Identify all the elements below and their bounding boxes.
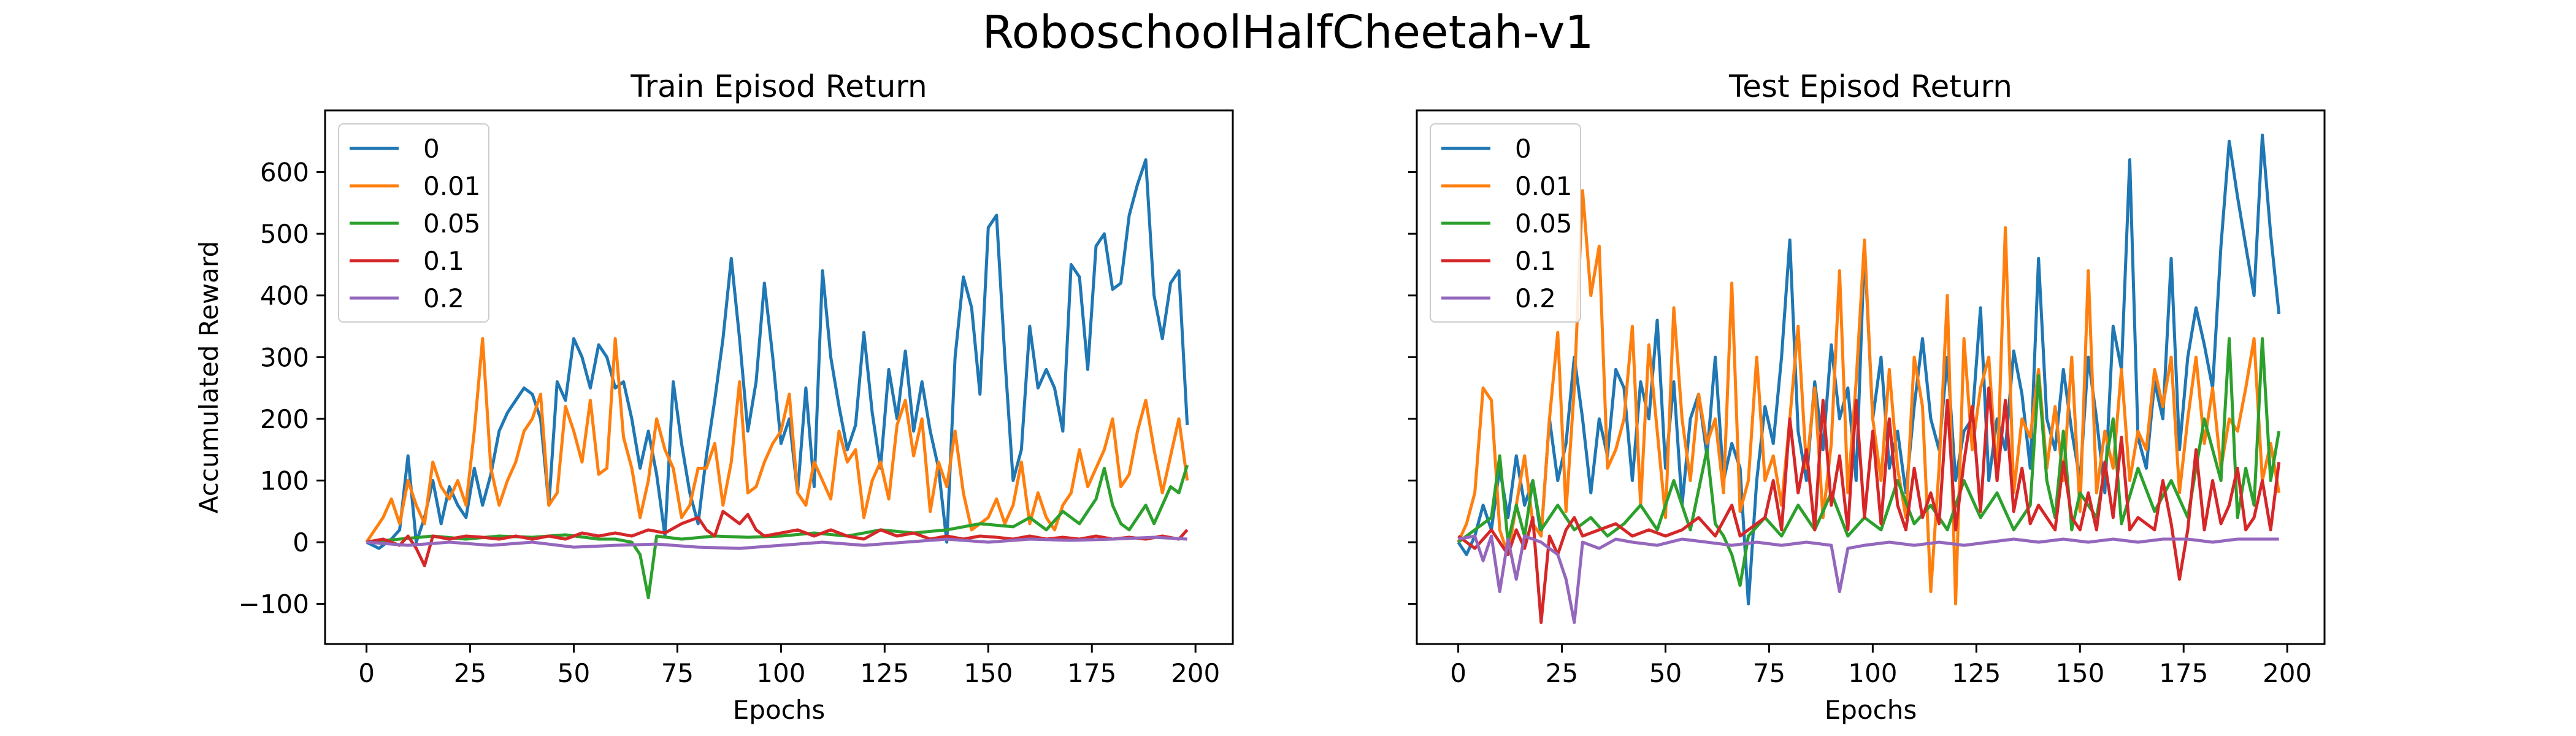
test-chart: Test Episod Return 0 25 50 75 100 125 150 175 200… — [1408, 69, 2326, 725]
x-tick-label: 200 — [1171, 658, 1220, 688]
y-tick-label: 600 — [260, 158, 309, 188]
legend-label: 0.01 — [1515, 171, 1573, 201]
y-tick-label: 0 — [293, 527, 309, 558]
legend: 0 0.01 0.05 0.1 0.2 — [338, 123, 489, 323]
series-line-0.2 — [366, 535, 1187, 550]
chart-title: Test Episod Return — [1728, 69, 2012, 104]
series-line-0.05 — [366, 464, 1189, 600]
y-axis-label: Accumulated Reward — [194, 241, 224, 513]
x-tick-label: 75 — [661, 658, 694, 688]
x-tick-label: 100 — [756, 658, 805, 688]
axes-frame — [324, 109, 1234, 645]
y-tick-label: −100 — [239, 589, 309, 619]
x-tick-label: 0 — [358, 658, 375, 688]
legend-label: 0 — [423, 134, 440, 164]
x-tick-label: 200 — [2263, 658, 2312, 688]
x-tick-label: 100 — [1848, 658, 1897, 688]
x-tick-label: 25 — [454, 658, 486, 688]
figure-title: RoboschoolHalfCheetah-v1 — [983, 6, 1594, 59]
series-line-0.1 — [366, 510, 1189, 567]
axes-frame — [1416, 109, 2326, 645]
legend-label: 0 — [1515, 134, 1531, 164]
x-tick-label: 50 — [1649, 658, 1682, 688]
plot-area — [365, 158, 1189, 600]
legend-label: 0.1 — [423, 246, 464, 276]
legend-label: 0.1 — [1515, 246, 1556, 276]
legend-box — [1430, 123, 1581, 323]
series-line-0 — [366, 158, 1189, 550]
x-axis-label: Epochs — [1825, 695, 1917, 725]
y-tick-label: 400 — [260, 281, 309, 311]
legend-label: 0.05 — [423, 209, 481, 239]
legend-label: 0.05 — [1515, 209, 1573, 239]
plot-area — [1457, 133, 2281, 624]
series-line-0.1 — [1457, 386, 2281, 624]
x-tick-label: 150 — [2055, 658, 2104, 688]
train-chart: Train Episod Return 0 25 50 75 100 125 150 175 20… — [194, 69, 1234, 725]
y-tick-label: 300 — [260, 342, 309, 372]
x-axis-label: Epochs — [733, 695, 826, 725]
x-tick-label: 175 — [2159, 658, 2208, 688]
series-line-0.2 — [1458, 534, 2279, 624]
y-tick-label: 200 — [260, 404, 309, 434]
legend-label: 0.2 — [423, 283, 464, 313]
x-tick-label: 0 — [1450, 658, 1466, 688]
legend-label: 0.01 — [423, 171, 481, 201]
x-tick-label: 50 — [558, 658, 590, 688]
x-tick-label: 150 — [964, 658, 1013, 688]
legend-label: 0.2 — [1515, 283, 1556, 313]
legend: 0 0.01 0.05 0.1 0.2 — [1430, 123, 1581, 323]
x-tick-label: 175 — [1067, 658, 1116, 688]
x-tick-label: 125 — [1952, 658, 2001, 688]
legend-box — [338, 123, 489, 323]
y-tick-label: 100 — [260, 466, 309, 496]
x-tick-label: 125 — [860, 658, 909, 688]
chart-title: Train Episod Return — [630, 69, 927, 104]
y-tick-label: 500 — [260, 219, 309, 249]
x-tick-label: 25 — [1546, 658, 1578, 688]
series-line-0.01 — [1457, 189, 2281, 606]
x-tick-label: 75 — [1753, 658, 1785, 688]
